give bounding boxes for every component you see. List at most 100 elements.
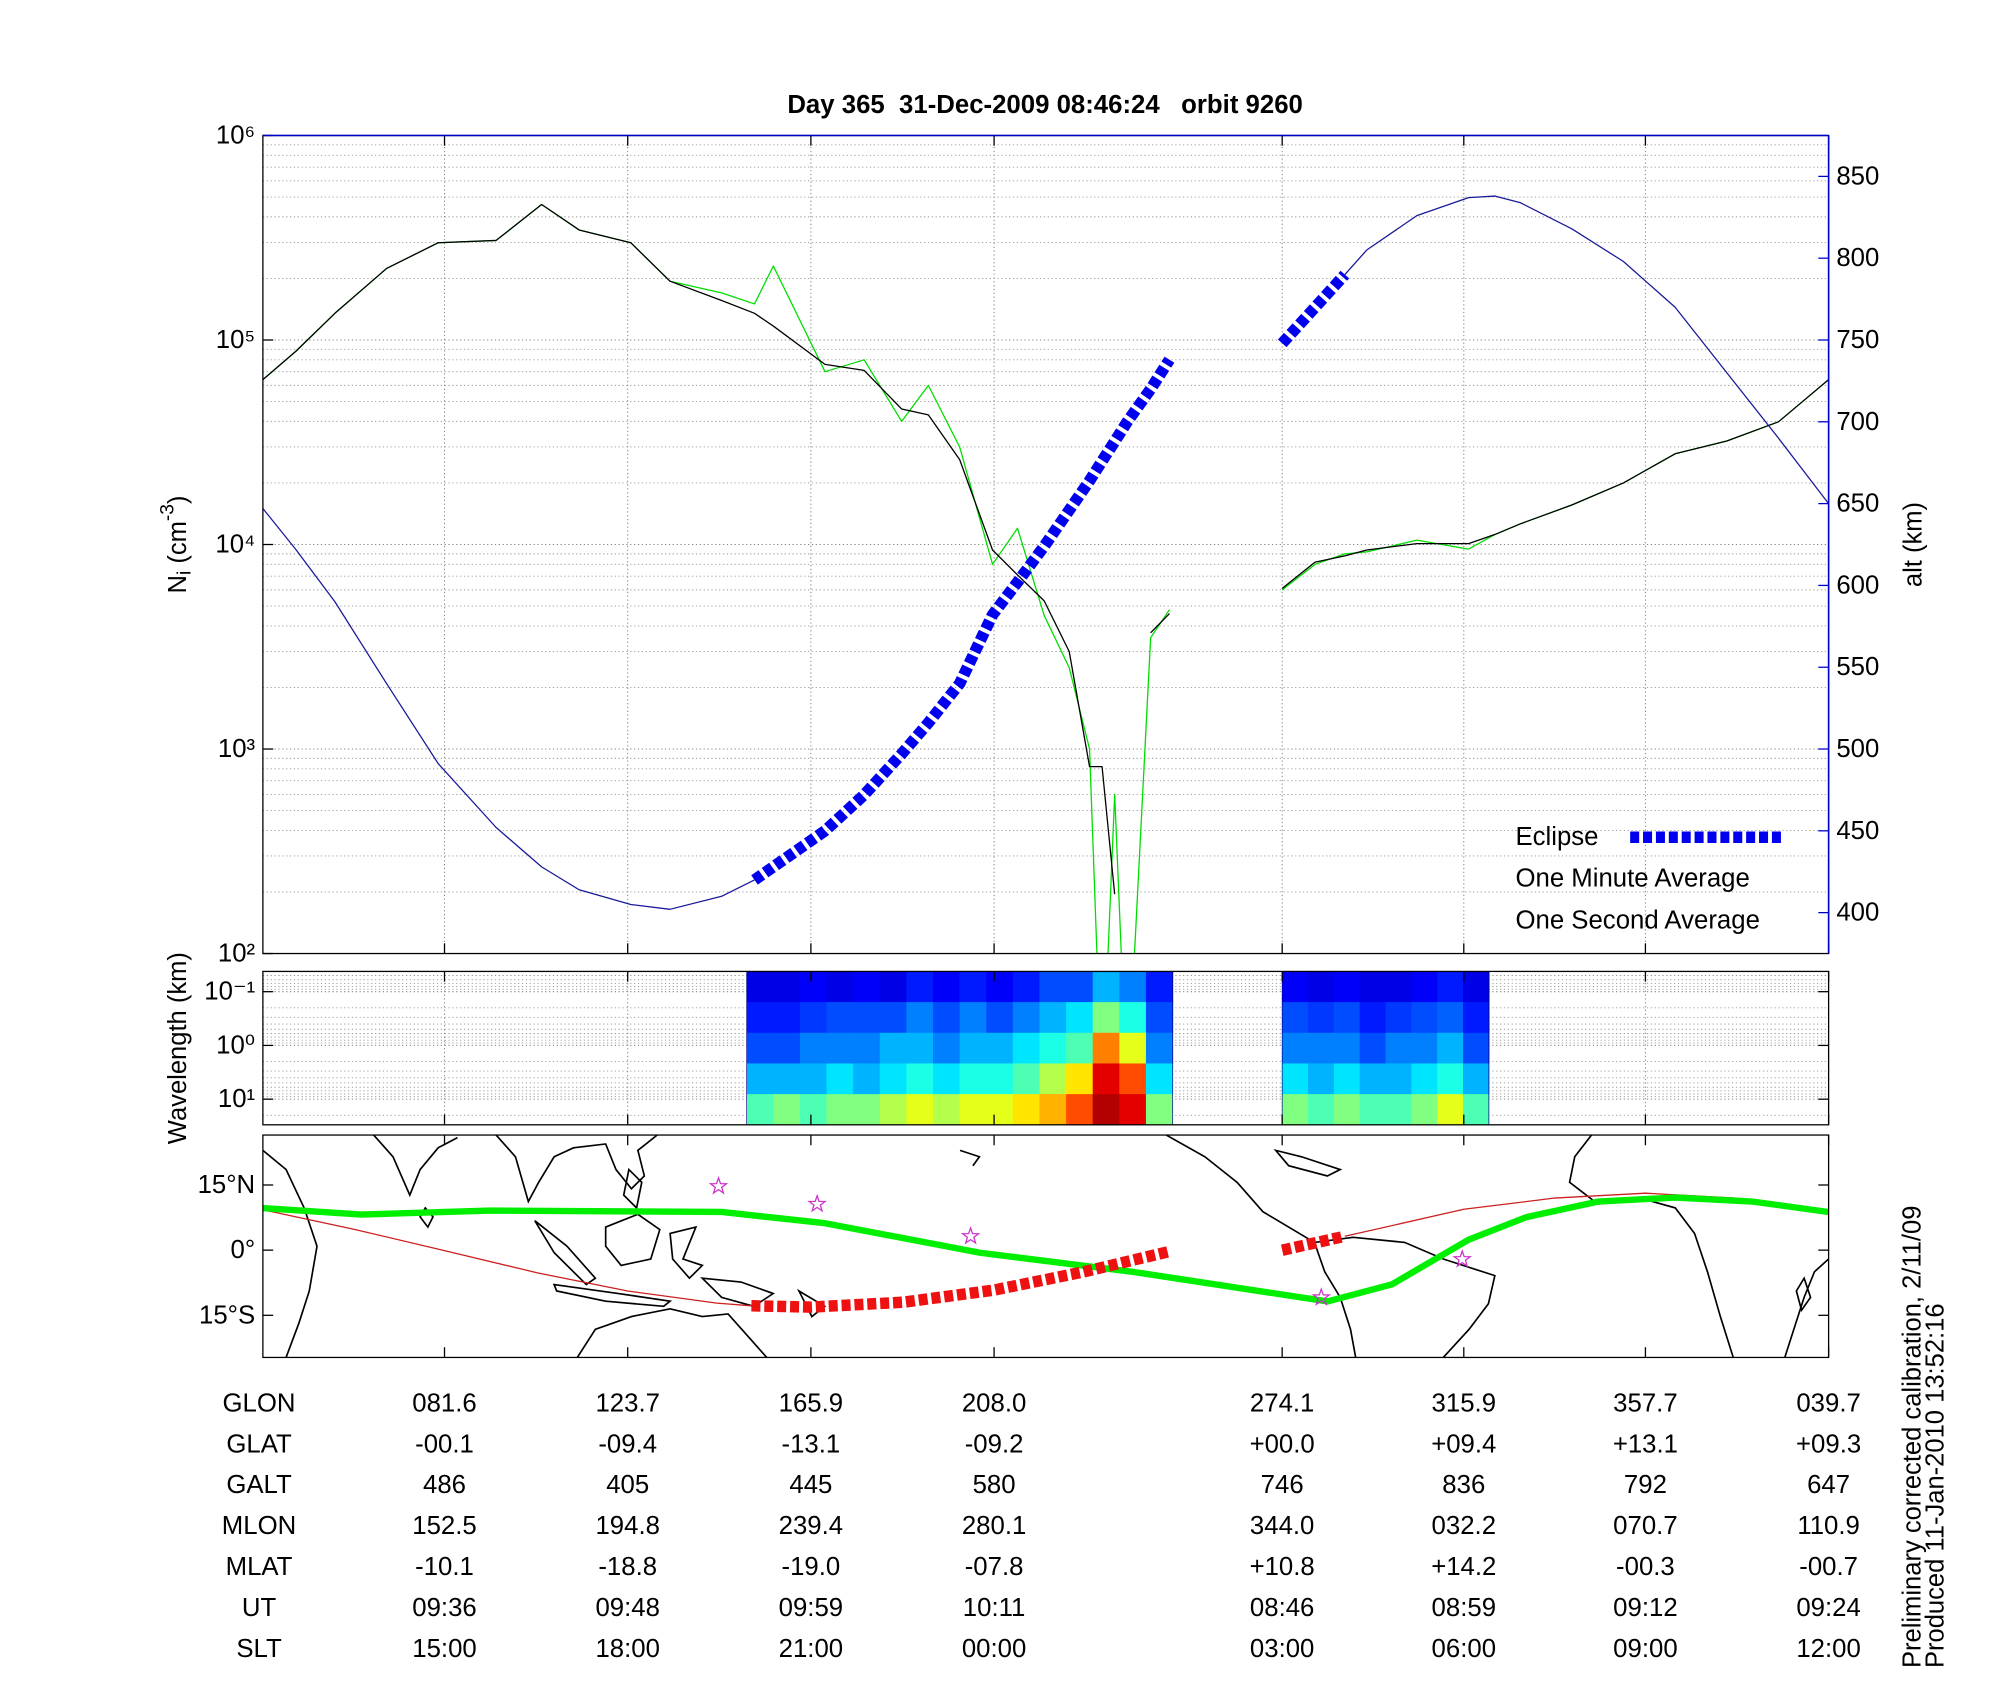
heatmap-cell — [1411, 1002, 1438, 1034]
heatmap-cell — [1012, 971, 1041, 1003]
table-cell: 280.1 — [962, 1512, 1026, 1540]
coastline — [1795, 1276, 1812, 1313]
heatmap-cell — [1145, 971, 1174, 1003]
heatmap-cell — [1308, 1032, 1335, 1065]
y-tick-label: 10³ — [218, 735, 256, 763]
axes: 10⁻¹ 10⁰ 10¹ — [204, 970, 1830, 1126]
heatmap-cell — [1012, 1094, 1041, 1125]
heatmap-cell — [1145, 1063, 1174, 1095]
table-cell: -18.8 — [598, 1553, 657, 1581]
heatmap-cell — [933, 971, 961, 1003]
heatmap-cell — [1039, 1032, 1067, 1065]
table-cell: -09.4 — [598, 1430, 657, 1458]
heatmap-cell — [1012, 1002, 1041, 1034]
heatmap-cell — [906, 1002, 934, 1034]
y2-tick-label: 500 — [1836, 735, 1879, 763]
table-cell: 836 — [1442, 1471, 1485, 1499]
heatmap-cell — [1411, 1063, 1438, 1095]
heatmap-cell — [933, 1094, 961, 1125]
heatmap-cell — [1359, 1032, 1387, 1065]
heatmap-cell — [1066, 1063, 1094, 1095]
table-cell: 09:48 — [595, 1594, 659, 1622]
heatmap-cell — [1119, 1094, 1147, 1125]
heatmap-cell — [1463, 1032, 1490, 1065]
heatmap-cell — [1463, 1094, 1490, 1125]
heatmap-cell — [826, 1063, 854, 1095]
y2-axis-label: alt (km) — [1900, 502, 1928, 587]
footnote: Produced 11-Jan-2010 13:52:16 — [1922, 1303, 1950, 1668]
heatmap-cell — [879, 1094, 908, 1125]
y-tick-label: 10² — [218, 940, 256, 968]
heatmap-cell — [1119, 971, 1147, 1003]
heatmap-cell — [1385, 971, 1412, 1003]
heatmap-cell — [853, 1094, 881, 1125]
heatmap-cell — [879, 1032, 908, 1065]
heatmap-cell — [1333, 1032, 1361, 1065]
heatmap-cell — [773, 1032, 801, 1065]
heatmap-cell — [773, 971, 801, 1003]
heatmap-cell — [879, 1002, 908, 1034]
table-cell: 09:24 — [1796, 1594, 1860, 1622]
coastline — [534, 1220, 597, 1286]
table-cell: 09:36 — [412, 1594, 476, 1622]
coastline — [1273, 1148, 1343, 1177]
heatmap-cell — [1282, 1002, 1309, 1034]
heatmap-cell — [879, 1063, 908, 1095]
heatmap-cell — [1119, 1032, 1147, 1065]
table-cell: 15:00 — [412, 1635, 476, 1663]
heatmap-cell — [959, 1063, 987, 1095]
heatmap-cell — [933, 1063, 961, 1095]
heatmap-cell — [1333, 1094, 1361, 1125]
heatmap-cell — [1411, 1032, 1438, 1065]
table-cell: 08:59 — [1432, 1594, 1496, 1622]
table-cell: 09:00 — [1613, 1635, 1677, 1663]
table-cell: 09:12 — [1613, 1594, 1677, 1622]
heatmap-cell — [799, 1094, 828, 1125]
heatmap-cell — [853, 1032, 881, 1065]
legend-label: One Minute Average — [1515, 865, 1749, 893]
plot-area — [746, 971, 1490, 1125]
y-axis-label: Ni (cm-3) — [157, 496, 195, 594]
y-axis-label: Wavelength (km) — [164, 952, 192, 1144]
table-cell: 274.1 — [1250, 1390, 1314, 1418]
table-cell: 18:00 — [595, 1635, 659, 1663]
table-cell: -07.8 — [965, 1553, 1024, 1581]
series-line — [262, 203, 1829, 895]
y-tick-label: 10¹ — [218, 1085, 255, 1113]
heatmap-cell — [1012, 1063, 1041, 1095]
y-label-sub: i — [174, 571, 195, 575]
heatmap-cell — [1308, 1094, 1335, 1125]
heatmap-cell — [906, 1063, 934, 1095]
y-tick-label: 15°N — [198, 1171, 256, 1199]
heatmap-cell — [986, 971, 1014, 1003]
heatmap-cell — [1308, 1063, 1335, 1095]
heatmap-cell — [906, 1032, 934, 1065]
table-cell: 09:59 — [779, 1594, 843, 1622]
heatmap-cell — [826, 1002, 854, 1034]
heatmap-cell — [1092, 971, 1120, 1003]
coastline — [1165, 1135, 1315, 1244]
map-marker — [807, 1193, 827, 1213]
table-cell: -00.3 — [1616, 1553, 1675, 1581]
table-cell: 039.7 — [1796, 1390, 1860, 1418]
heatmap-cell — [879, 971, 908, 1003]
y-label-part: (cm — [164, 521, 192, 571]
heatmap-cell — [1411, 971, 1438, 1003]
axes: 15°N 0° 15°S — [198, 1134, 1830, 1359]
heatmap-cell — [1145, 1094, 1174, 1125]
heatmap-cell — [1039, 1063, 1067, 1095]
chart-title: Day 365 31-Dec-2009 08:46:24 orbit 9260 — [787, 91, 1303, 119]
y2-tick-label: 650 — [1836, 490, 1879, 518]
heatmap-cell — [746, 1063, 774, 1095]
map-marker — [960, 1225, 981, 1245]
heatmap-cell — [1066, 971, 1094, 1003]
heatmap-cell — [853, 971, 881, 1003]
table-cell: 10:11 — [963, 1594, 1026, 1622]
y-tick-label: 10⁰ — [216, 1031, 255, 1059]
table-cell: -10.1 — [415, 1553, 474, 1581]
table-cell: +14.2 — [1431, 1553, 1496, 1581]
table-cell: -09.2 — [965, 1430, 1024, 1458]
heatmap-cell — [1012, 1032, 1041, 1065]
coastline — [1783, 1258, 1829, 1358]
